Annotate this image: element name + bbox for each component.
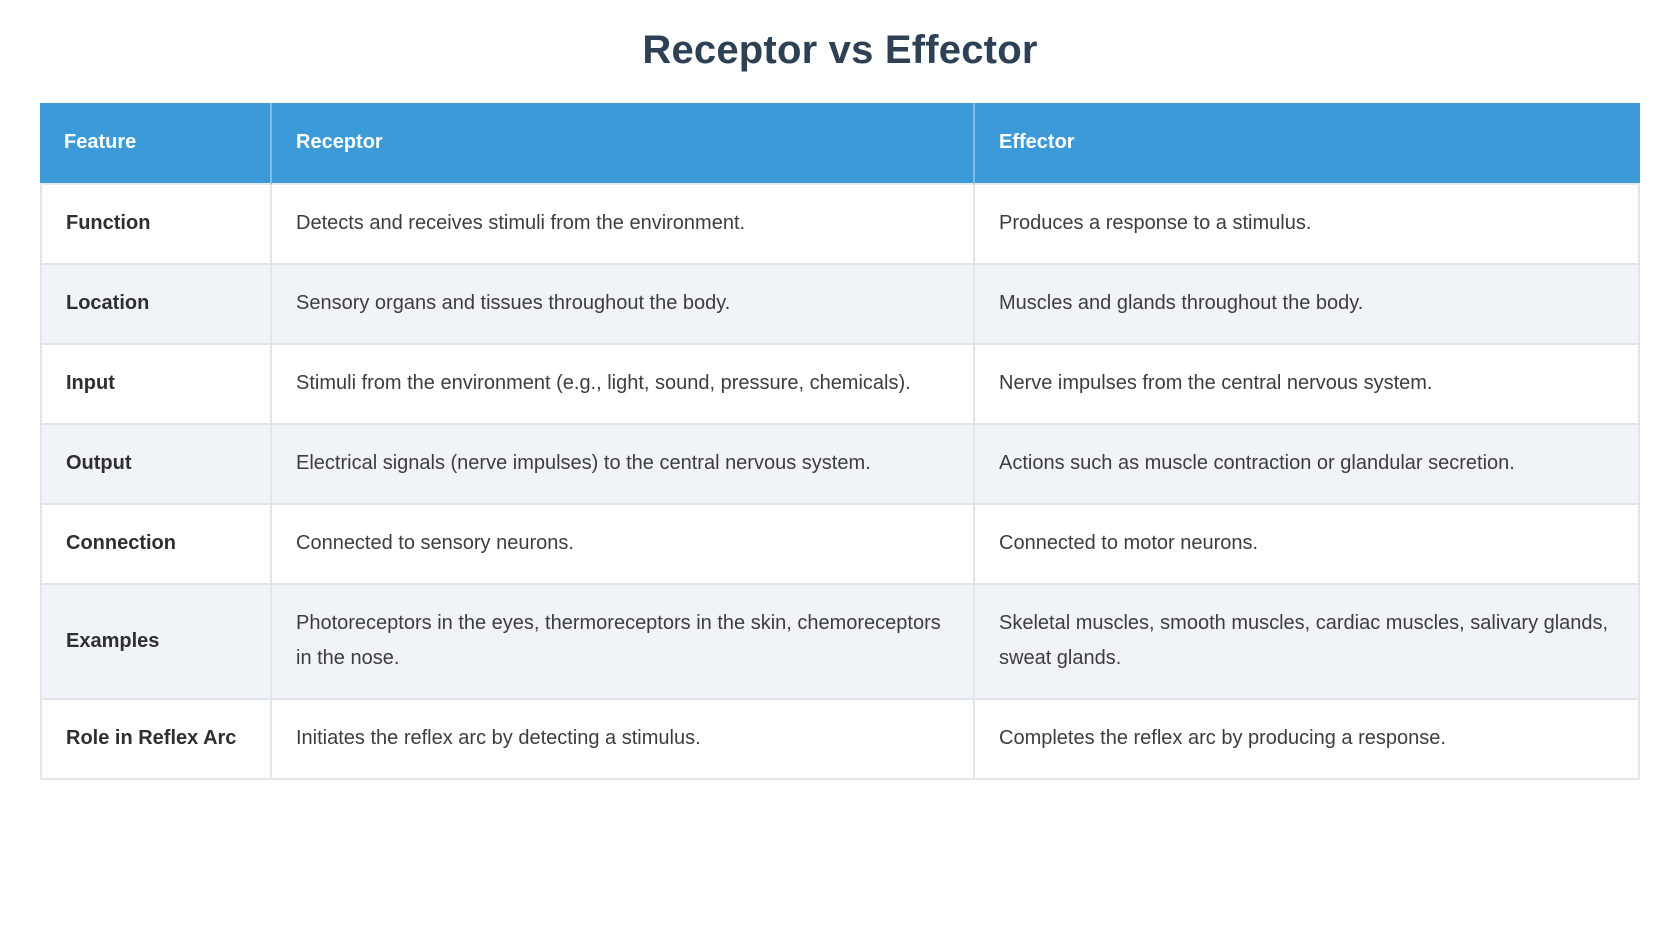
effector-cell: Actions such as muscle contraction or gl… bbox=[975, 425, 1640, 505]
table-row-location: Location Sensory organs and tissues thro… bbox=[40, 265, 1640, 345]
comparison-table: Feature Receptor Effector Function Detec… bbox=[40, 103, 1640, 780]
header-row: Feature Receptor Effector bbox=[40, 103, 1640, 185]
feature-cell: Examples bbox=[40, 585, 272, 700]
feature-cell: Input bbox=[40, 345, 272, 425]
column-header-feature: Feature bbox=[40, 103, 272, 185]
table-row-function: Function Detects and receives stimuli fr… bbox=[40, 185, 1640, 265]
receptor-cell: Electrical signals (nerve impulses) to t… bbox=[272, 425, 975, 505]
feature-cell: Location bbox=[40, 265, 272, 345]
receptor-cell: Stimuli from the environment (e.g., ligh… bbox=[272, 345, 975, 425]
page-title: Receptor vs Effector bbox=[642, 28, 1038, 72]
feature-cell: Connection bbox=[40, 505, 272, 585]
receptor-cell: Connected to sensory neurons. bbox=[272, 505, 975, 585]
feature-cell: Role in Reflex Arc bbox=[40, 700, 272, 780]
column-header-effector: Effector bbox=[975, 103, 1640, 185]
column-header-receptor: Receptor bbox=[272, 103, 975, 185]
receptor-cell: Initiates the reflex arc by detecting a … bbox=[272, 700, 975, 780]
table-row-input: Input Stimuli from the environment (e.g.… bbox=[40, 345, 1640, 425]
effector-cell: Produces a response to a stimulus. bbox=[975, 185, 1640, 265]
effector-cell: Connected to motor neurons. bbox=[975, 505, 1640, 585]
table-row-output: Output Electrical signals (nerve impulse… bbox=[40, 425, 1640, 505]
table-row-examples: Examples Photoreceptors in the eyes, the… bbox=[40, 585, 1640, 700]
table-row-connection: Connection Connected to sensory neurons.… bbox=[40, 505, 1640, 585]
receptor-cell: Detects and receives stimuli from the en… bbox=[272, 185, 975, 265]
table-row-role-in-reflex-arc: Role in Reflex Arc Initiates the reflex … bbox=[40, 700, 1640, 780]
feature-cell: Output bbox=[40, 425, 272, 505]
effector-cell: Muscles and glands throughout the body. bbox=[975, 265, 1640, 345]
effector-cell: Skeletal muscles, smooth muscles, cardia… bbox=[975, 585, 1640, 700]
feature-cell: Function bbox=[40, 185, 272, 265]
effector-cell: Completes the reflex arc by producing a … bbox=[975, 700, 1640, 780]
receptor-cell: Sensory organs and tissues throughout th… bbox=[272, 265, 975, 345]
effector-cell: Nerve impulses from the central nervous … bbox=[975, 345, 1640, 425]
receptor-cell: Photoreceptors in the eyes, thermorecept… bbox=[272, 585, 975, 700]
